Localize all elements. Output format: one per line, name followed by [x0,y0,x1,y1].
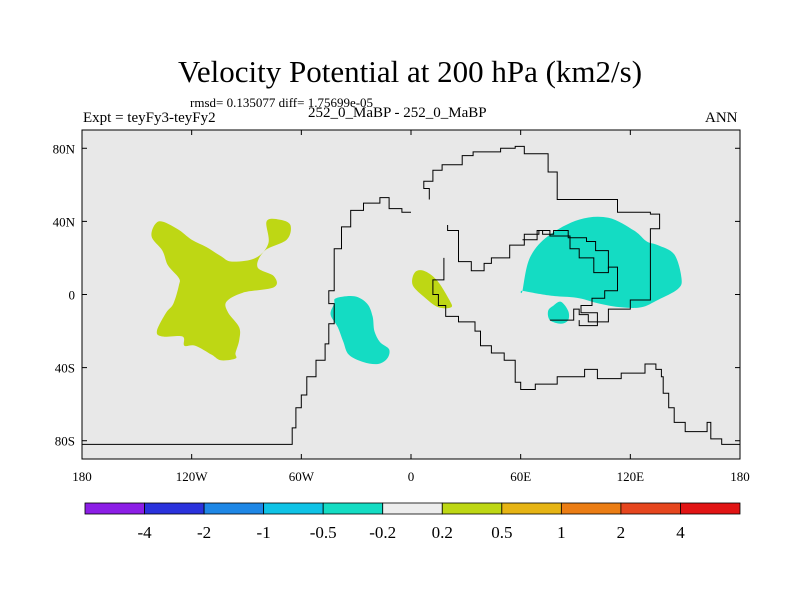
colorbar-box [203,502,265,515]
coastline-1 [82,197,411,445]
coastline-3 [447,225,618,327]
x-tick-label: 180 [72,469,92,484]
colorbar-label: 0.2 [432,523,453,542]
coastline-4 [432,257,740,445]
y-tick-label: 0 [69,288,76,303]
colorbar-box [620,502,681,515]
colorbar-label: -0.5 [310,523,337,542]
negative-region-asia [520,216,682,308]
colorbar-label: 1 [557,523,566,542]
colorbar-label: 4 [676,523,685,542]
x-tick-label: 60W [289,469,315,484]
colorbar-box [560,502,622,515]
colorbar-box [84,502,145,515]
rmsd-diff-stats: rmsd= 0.135077 diff= 1.75699e-05 [190,95,374,110]
y-tick-label: 40S [55,361,75,376]
colorbar-box [263,502,324,515]
positive-region-africa [412,270,453,309]
colorbar-box [322,502,384,515]
colorbar-label: -0.2 [369,523,396,542]
positive-region-pacific [151,218,291,361]
y-tick-label: 80S [55,434,75,449]
case-comparison-label: 252_0_MaBP - 252_0_MaBP [308,105,487,121]
colorbar-label: 0.5 [491,523,512,542]
x-tick-label: 60E [510,469,531,484]
y-tick-label: 80N [53,141,76,156]
x-tick-label: 120E [617,469,645,484]
chart-title: Velocity Potential at 200 hPa (km2/s) [177,54,643,89]
colorbar-box [382,502,443,515]
colorbar-label: -2 [197,523,211,542]
colorbar-label: 2 [617,523,626,542]
negative-region-indian-ocean [547,301,570,324]
colorbar-box [501,502,562,515]
x-tick-label: 120W [176,469,209,484]
colorbar-box [441,502,503,515]
x-tick-label: 0 [408,469,415,484]
experiment-label: Expt = teyFy3-teyFy2 [83,110,216,126]
y-tick-label: 40N [53,214,76,229]
x-tick-label: 180 [730,469,750,484]
negative-region-south-america [330,296,390,365]
colorbar-box [144,502,205,515]
coastline-2 [423,145,661,323]
colorbar-box [680,502,741,515]
colorbar-label: -4 [137,523,152,542]
season-label: ANN [705,110,738,126]
colorbar-label: -1 [257,523,271,542]
coastline-5 [522,230,609,269]
